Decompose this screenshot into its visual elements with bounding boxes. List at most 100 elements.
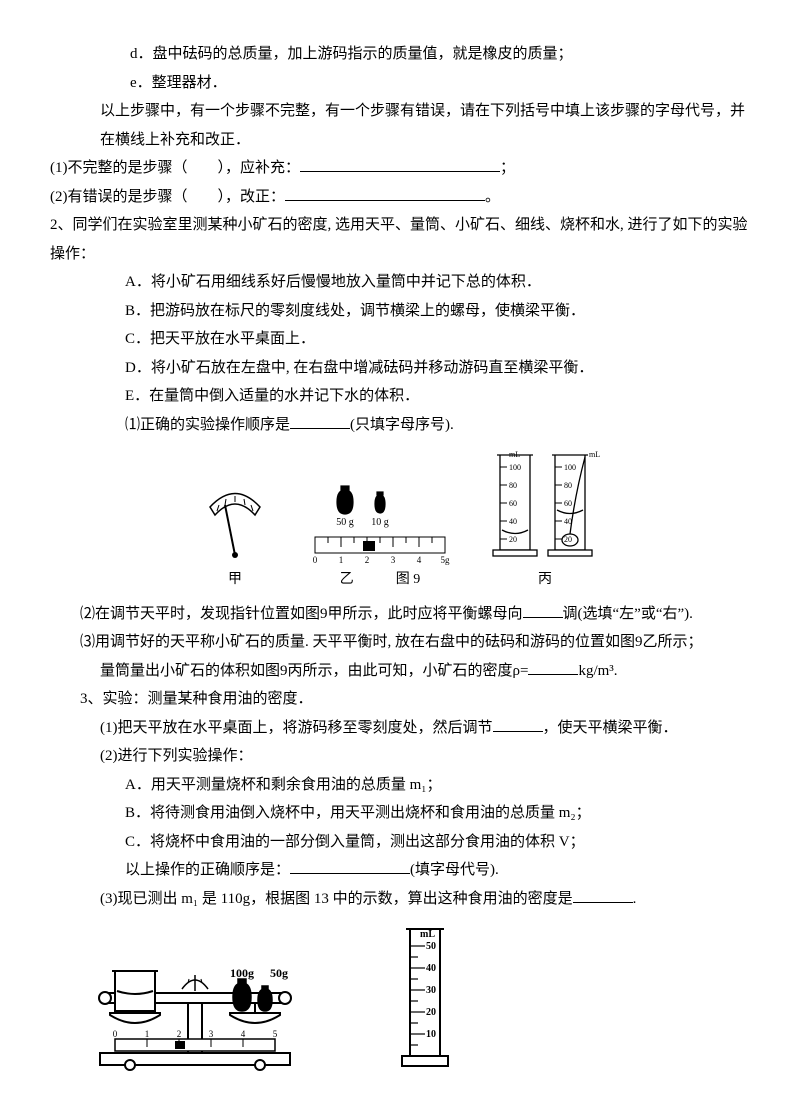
text: 2、同学们在实验室里测某种小矿石的密度, 选用天平、量筒、小矿石、细线、烧杯和水…	[50, 217, 748, 262]
svg-text:0: 0	[113, 1029, 118, 1039]
tail: ，使天平横梁平衡．	[543, 720, 678, 736]
q1-sub1: (1)不完整的是步骤（ ），应补充： ；	[50, 154, 750, 183]
tail: 调(选填“左”或“右”).	[563, 606, 693, 622]
text: E．在量筒中倒入适量的水并记下水的体积．	[125, 388, 419, 404]
w2: 10 g	[371, 517, 389, 528]
unit: kg/m³.	[578, 663, 617, 679]
q3-order: 以上操作的正确顺序是： (填字母代号).	[50, 856, 750, 885]
text: C．将烧杯中食用油的一部分倒入量筒，测出这部分食用油的体积 V；	[125, 834, 585, 850]
label: 量筒量出小矿石的体积如图9丙所示，由此可知，小矿石的密度ρ=	[100, 663, 528, 679]
label: (2)有错误的是步骤（ ），改正：	[50, 189, 285, 205]
text: 3、实验：测量某种食用油的密度．	[80, 691, 313, 707]
weights-ruler-icon: 50 g 10 g 0 1 2 3 4 5g	[305, 475, 455, 565]
text: B．将待测食用油倒入烧杯中，用天平测出烧杯和食用油的总质量 m₂；	[125, 805, 591, 821]
q2-sub1: ⑴正确的实验操作顺序是 (只填字母序号).	[50, 411, 750, 440]
svg-text:80: 80	[564, 481, 572, 490]
blank-fill[interactable]	[523, 600, 563, 618]
period: 。	[485, 189, 500, 205]
svg-text:0: 0	[313, 555, 318, 565]
tail: (只填字母序号).	[350, 417, 454, 433]
label-jia: 甲	[195, 567, 275, 594]
q2-A: A．将小矿石用细线系好后慢慢地放入量筒中并记下总的体积．	[50, 268, 750, 297]
label-yi: 乙	[340, 572, 354, 587]
q3-C: C．将烧杯中食用油的一部分倒入量筒，测出这部分食用油的体积 V；	[50, 828, 750, 857]
q2-B: B．把游码放在标尺的零刻度线处，调节横梁上的螺母，使横梁平衡．	[50, 297, 750, 326]
svg-text:20: 20	[509, 535, 517, 544]
svg-text:2: 2	[365, 555, 370, 565]
q1-option-d: d．盘中砝码的总质量，加上游码指示的质量值，就是橡皮的质量；	[50, 40, 750, 69]
text: e．整理器材．	[130, 75, 227, 91]
q1-sub2: (2)有错误的是步骤（ ），改正： 。	[50, 183, 750, 212]
semi: ；	[500, 160, 515, 176]
svg-text:1: 1	[339, 555, 344, 565]
svg-text:2: 2	[177, 1029, 182, 1039]
q2-D: D．将小矿石放在左盘中, 在右盘中增减砝码并移动游码直至横梁平衡．	[50, 354, 750, 383]
fig-jia: 甲	[195, 475, 275, 594]
q2-C: C．把天平放在水平桌面上．	[50, 325, 750, 354]
q3-stem: 3、实验：测量某种食用油的密度．	[50, 685, 750, 714]
text: D．将小矿石放在左盘中, 在右盘中增减砝码并移动游码直至横梁平衡．	[125, 360, 593, 376]
blank-fill[interactable]	[573, 885, 633, 903]
label: (1)把天平放在水平桌面上，将游码移至零刻度处，然后调节	[100, 720, 493, 736]
text: 以上步骤中，有一个步骤不完整，有一个步骤有错误，请在下列括号中填上该步骤的字母代…	[100, 103, 745, 148]
q3-sub1: (1)把天平放在水平桌面上，将游码移至零刻度处，然后调节 ，使天平横梁平衡．	[50, 714, 750, 743]
svg-text:5g: 5g	[441, 555, 451, 565]
text: A．将小矿石用细线系好后慢慢地放入量筒中并记下总的体积．	[125, 274, 541, 290]
label: ⑴正确的实验操作顺序是	[125, 417, 290, 433]
q2-sub3b: 量筒量出小矿石的体积如图9丙所示，由此可知，小矿石的密度ρ= kg/m³.	[50, 657, 750, 686]
tail: (填字母代号).	[410, 862, 499, 878]
figure-13: 100g 50g 012 345 mL 50403	[50, 921, 750, 1071]
text: d．盘中砝码的总质量，加上游码指示的质量值，就是橡皮的质量；	[130, 46, 573, 62]
svg-text:4: 4	[417, 555, 422, 565]
svg-text:20: 20	[426, 1007, 436, 1018]
svg-text:100: 100	[564, 463, 576, 472]
q3-sub3: (3)现已测出 m₁ 是 110g，根据图 13 中的示数，算出这种食用油的密度…	[50, 885, 750, 914]
fig-bing: mL 1008060 4020 mL 1008060 4020 丙	[485, 445, 605, 594]
q2-sub3a: ⑶用调节好的天平称小矿石的质量. 天平平衡时, 放在右盘中的砝码和游码的位置如图…	[50, 628, 750, 657]
blank-fill[interactable]	[528, 657, 578, 675]
label: (3)现已测出 m₁ 是 110g，根据图 13 中的示数，算出这种食用油的密度…	[100, 891, 573, 907]
blank-fill[interactable]	[493, 714, 543, 732]
q3-sub2: (2)进行下列实验操作：	[50, 742, 750, 771]
label: ⑵在调节天平时，发现指针位置如图9甲所示，此时应将平衡螺母向	[80, 606, 523, 622]
cylinder-icon: mL 50 40 30 20 10	[390, 921, 460, 1071]
svg-text:30: 30	[426, 985, 436, 996]
blank-fill[interactable]	[290, 857, 410, 875]
w1: 50 g	[336, 517, 354, 528]
q2-E: E．在量筒中倒入适量的水并记下水的体积．	[50, 382, 750, 411]
q1-option-e: e．整理器材．	[50, 69, 750, 98]
svg-text:60: 60	[564, 499, 572, 508]
svg-text:60: 60	[509, 499, 517, 508]
svg-text:20: 20	[564, 535, 572, 544]
svg-text:mL: mL	[589, 450, 600, 459]
q3-B: B．将待测食用油倒入烧杯中，用天平测出烧杯和食用油的总质量 m₂；	[50, 799, 750, 828]
svg-text:50: 50	[426, 941, 436, 952]
svg-text:40: 40	[509, 517, 517, 526]
figure-9: 甲 50 g 10 g 0	[50, 445, 750, 594]
period: .	[633, 891, 637, 907]
svg-text:10: 10	[426, 1029, 436, 1040]
q1-intro: 以上步骤中，有一个步骤不完整，有一个步骤有错误，请在下列括号中填上该步骤的字母代…	[50, 97, 750, 154]
svg-text:50g: 50g	[270, 966, 288, 980]
label: 以上操作的正确顺序是：	[125, 862, 290, 878]
svg-text:40: 40	[426, 963, 436, 974]
svg-text:40: 40	[564, 517, 572, 526]
gauge-icon	[195, 475, 275, 565]
blank-fill[interactable]	[285, 183, 485, 201]
svg-text:3: 3	[209, 1029, 214, 1039]
svg-text:mL: mL	[420, 929, 435, 940]
text: ⑶用调节好的天平称小矿石的质量. 天平平衡时, 放在右盘中的砝码和游码的位置如图…	[80, 634, 703, 650]
text: (2)进行下列实验操作：	[100, 748, 253, 764]
q2-sub2: ⑵在调节天平时，发现指针位置如图9甲所示，此时应将平衡螺母向 调(选填“左”或“右…	[50, 600, 750, 629]
svg-text:mL: mL	[509, 450, 520, 459]
fig-yi: 50 g 10 g 0 1 2 3 4 5g 乙 图 9	[305, 475, 455, 594]
svg-text:4: 4	[241, 1029, 246, 1039]
svg-text:100: 100	[509, 463, 521, 472]
blank-fill[interactable]	[300, 155, 500, 173]
svg-text:3: 3	[391, 555, 396, 565]
svg-text:1: 1	[145, 1029, 150, 1039]
svg-text:80: 80	[509, 481, 517, 490]
blank-fill[interactable]	[290, 411, 350, 429]
label: (1)不完整的是步骤（ ），应补充：	[50, 160, 300, 176]
text: B．把游码放在标尺的零刻度线处，调节横梁上的螺母，使横梁平衡．	[125, 303, 585, 319]
